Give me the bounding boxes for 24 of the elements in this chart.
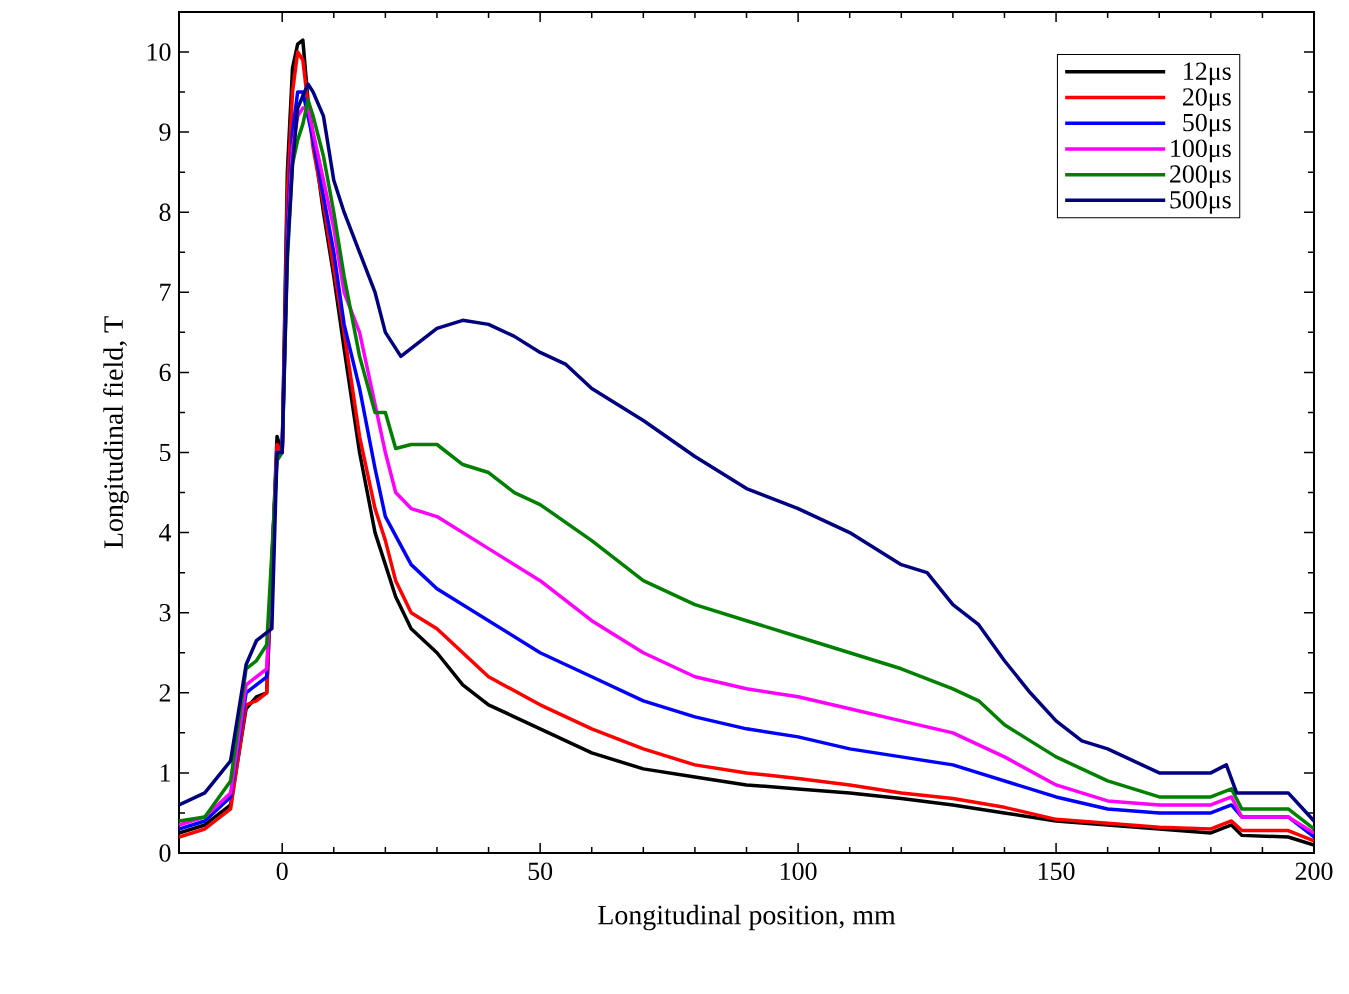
x-tick-label: 0 bbox=[276, 862, 288, 880]
y-tick-label: 0 bbox=[159, 844, 171, 862]
y-tick-label: 6 bbox=[159, 363, 171, 382]
legend-label: 50μs bbox=[1183, 113, 1231, 137]
y-tick-label: 10 bbox=[147, 43, 171, 61]
y-tick-label: 8 bbox=[159, 203, 171, 221]
x-tick-label: 200 bbox=[1295, 862, 1333, 880]
y-axis-title: Longitudinal field, T bbox=[103, 316, 129, 549]
y-tick-label: 5 bbox=[160, 443, 171, 462]
y-tick-label: 2 bbox=[159, 684, 171, 702]
x-tick-label: 50 bbox=[528, 862, 553, 880]
legend-label: 12μs bbox=[1184, 62, 1231, 86]
y-tick-label: 4 bbox=[159, 524, 172, 542]
x-axis-title: Longitudinal position, mm bbox=[598, 904, 896, 931]
legend-label: 500μs bbox=[1170, 190, 1231, 214]
legend-label: 100μs bbox=[1171, 139, 1231, 163]
x-tick-label: 100 bbox=[780, 862, 817, 880]
y-tick-label: 9 bbox=[159, 123, 171, 141]
legend-label: 20μs bbox=[1183, 88, 1231, 111]
legend-label: 200μs bbox=[1170, 165, 1231, 189]
y-tick-label: 3 bbox=[159, 604, 171, 622]
y-tick-label: 7 bbox=[160, 283, 171, 301]
y-tick-label: 1 bbox=[160, 764, 170, 782]
x-tick-label: 150 bbox=[1038, 862, 1075, 880]
